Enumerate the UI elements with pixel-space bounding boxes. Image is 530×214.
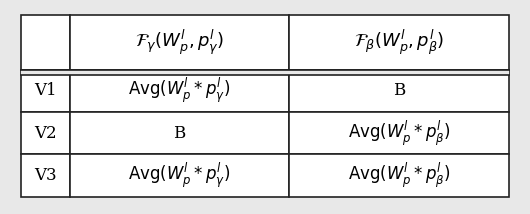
Text: B: B xyxy=(173,125,186,142)
Bar xyxy=(70,112,289,155)
Bar xyxy=(289,155,509,197)
Bar xyxy=(70,155,289,197)
Bar xyxy=(289,112,509,155)
Text: V1: V1 xyxy=(34,82,57,99)
Text: B: B xyxy=(393,82,405,99)
Bar xyxy=(21,155,70,197)
Bar xyxy=(21,70,509,75)
Text: $\mathrm{Avg}(W^l_p * p^l_{\gamma})$: $\mathrm{Avg}(W^l_p * p^l_{\gamma})$ xyxy=(128,161,231,190)
Bar xyxy=(70,70,289,112)
Text: $\mathrm{Avg}(W^l_p * p^l_{\gamma})$: $\mathrm{Avg}(W^l_p * p^l_{\gamma})$ xyxy=(128,76,231,106)
Bar xyxy=(21,112,70,155)
Bar xyxy=(289,15,509,70)
Bar xyxy=(21,15,70,70)
Text: $\mathrm{Avg}(W^l_p * p^l_{\beta})$: $\mathrm{Avg}(W^l_p * p^l_{\beta})$ xyxy=(348,161,450,190)
Bar xyxy=(70,15,289,70)
Text: $\mathcal{F}_{\beta}(W^l_p,p^l_{\beta})$: $\mathcal{F}_{\beta}(W^l_p,p^l_{\beta})$ xyxy=(354,28,444,57)
Text: $\mathcal{F}_{\gamma}(W^l_p,p^l_{\gamma})$: $\mathcal{F}_{\gamma}(W^l_p,p^l_{\gamma}… xyxy=(135,28,224,57)
Text: $\mathrm{Avg}(W^l_p * p^l_{\beta})$: $\mathrm{Avg}(W^l_p * p^l_{\beta})$ xyxy=(348,119,450,148)
Text: V2: V2 xyxy=(34,125,57,142)
Text: V3: V3 xyxy=(34,167,57,184)
Bar xyxy=(21,70,70,112)
Bar xyxy=(289,70,509,112)
